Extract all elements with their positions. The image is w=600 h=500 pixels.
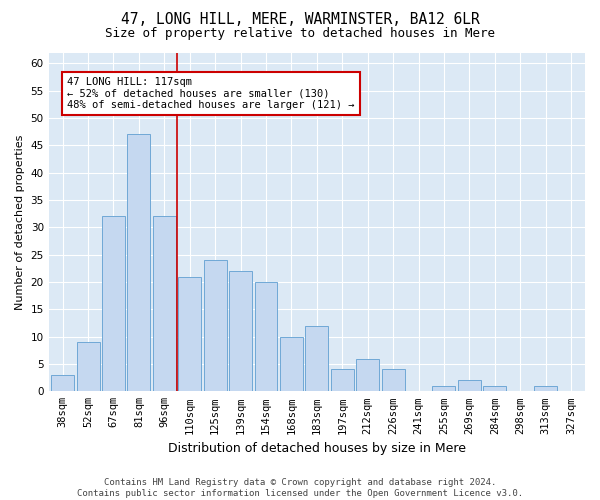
Text: Contains HM Land Registry data © Crown copyright and database right 2024.
Contai: Contains HM Land Registry data © Crown c… [77,478,523,498]
Bar [102,216,125,392]
Bar [280,336,303,392]
Bar [229,271,252,392]
Bar [254,282,277,392]
Bar [204,260,227,392]
X-axis label: Distribution of detached houses by size in Mere: Distribution of detached houses by size … [168,442,466,455]
Bar [305,326,328,392]
Bar [458,380,481,392]
Bar [331,370,353,392]
Bar [382,370,404,392]
Bar [433,386,455,392]
Bar [534,386,557,392]
Bar [484,386,506,392]
Bar [356,358,379,392]
Bar [77,342,100,392]
Bar [51,375,74,392]
Text: Size of property relative to detached houses in Mere: Size of property relative to detached ho… [105,28,495,40]
Bar [153,216,176,392]
Text: 47, LONG HILL, MERE, WARMINSTER, BA12 6LR: 47, LONG HILL, MERE, WARMINSTER, BA12 6L… [121,12,479,28]
Y-axis label: Number of detached properties: Number of detached properties [15,134,25,310]
Text: 47 LONG HILL: 117sqm
← 52% of detached houses are smaller (130)
48% of semi-deta: 47 LONG HILL: 117sqm ← 52% of detached h… [67,77,355,110]
Bar [178,276,201,392]
Bar [127,134,151,392]
